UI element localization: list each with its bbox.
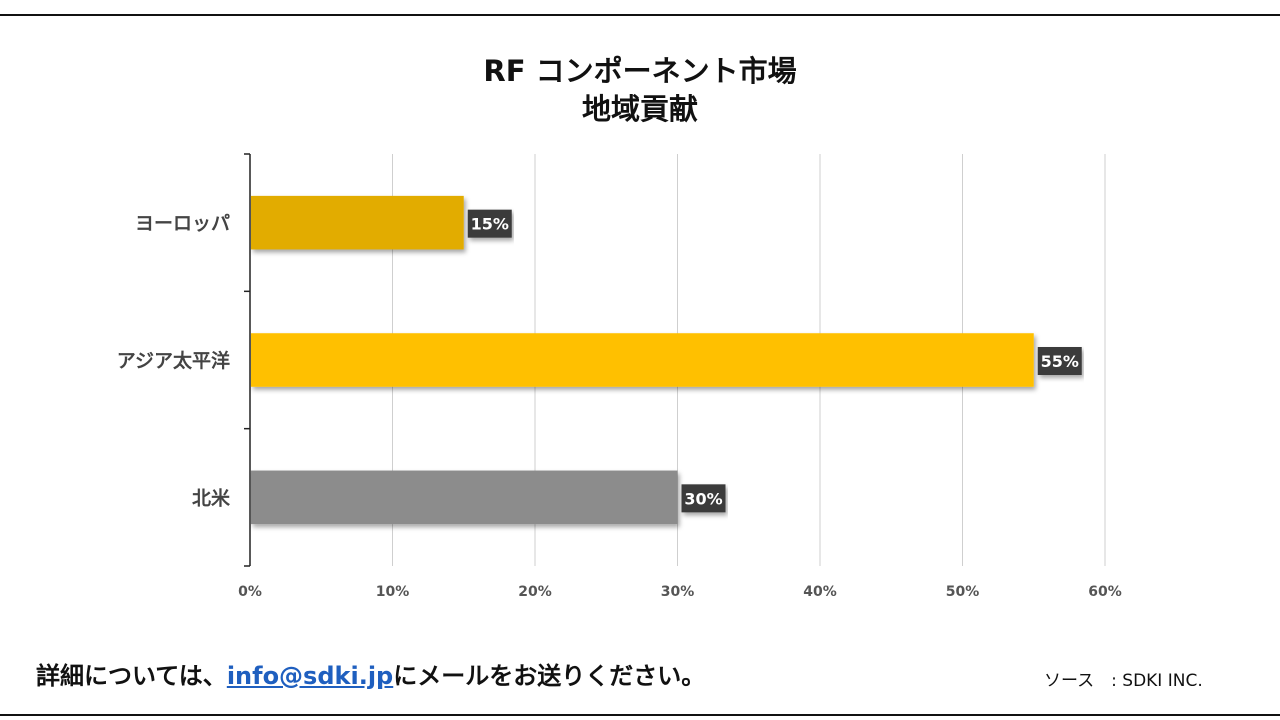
bar-0 xyxy=(251,195,464,250)
top-rule xyxy=(0,14,1280,16)
source-note: ソース : SDKI INC. xyxy=(1044,671,1203,691)
x-tick-label-30: 30% xyxy=(661,584,695,600)
chart-title: RF コンポーネント市場 xyxy=(483,54,797,88)
data-label-1: 55% xyxy=(1041,352,1079,371)
data-label-box-2 xyxy=(681,484,726,513)
x-tick-label-20: 20% xyxy=(518,584,552,600)
chart-subtitle: 地域貢献 xyxy=(581,92,698,126)
email-link[interactable]: info@sdki.jp xyxy=(226,662,394,690)
x-tick-label-40: 40% xyxy=(803,584,837,600)
bar-1 xyxy=(251,333,1034,387)
y-category-label-2: 北米 xyxy=(192,486,231,509)
x-tick-label-0: 0% xyxy=(238,584,262,600)
data-label-box-0 xyxy=(467,209,512,238)
y-category-label-1: アジア太平洋 xyxy=(117,349,230,372)
footer-text-before: 詳細については、 xyxy=(36,662,227,690)
data-label-0: 15% xyxy=(471,215,509,234)
x-tick-label-10: 10% xyxy=(376,584,410,600)
y-category-label-0: ヨーロッパ xyxy=(135,213,230,235)
x-tick-label-50: 50% xyxy=(946,584,980,600)
footer-text-after: にメールをお送りください。 xyxy=(393,662,706,690)
contact-footer: 詳細については、info@sdki.jpにメールをお送りください。 xyxy=(36,656,705,691)
chart-title-block: RF コンポーネント市場 地域貢献 xyxy=(0,52,1280,128)
bar-2 xyxy=(251,470,678,525)
bottom-rule xyxy=(0,714,1280,716)
data-label-2: 30% xyxy=(684,489,722,508)
x-tick-label-60: 60% xyxy=(1088,584,1122,600)
data-label-box-1 xyxy=(1037,347,1082,375)
